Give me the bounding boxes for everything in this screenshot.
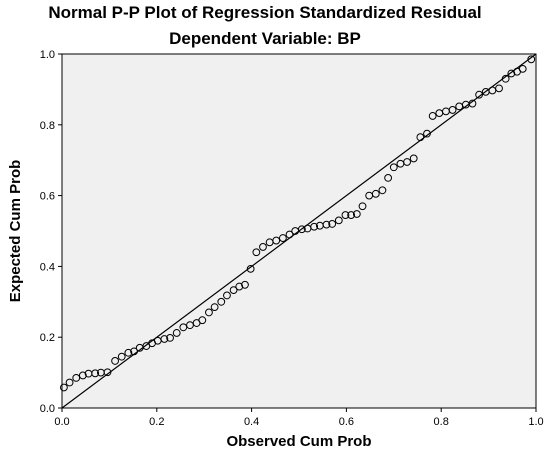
data-point-72 xyxy=(507,69,516,78)
y-tick-label-5: 1.0 xyxy=(40,49,55,61)
x-tick-label-5: 1.0 xyxy=(528,416,543,428)
data-point-2 xyxy=(65,378,74,387)
data-points xyxy=(59,55,536,392)
data-point-18 xyxy=(166,334,174,342)
axis-ticks: 0.0 0.2 0.4 0.6 0.8 1.0 0.0 0.2 0.4 0.6 0.8 1.0 xyxy=(40,49,544,428)
data-point-28 xyxy=(229,286,238,295)
data-point-44 xyxy=(328,220,337,228)
chart-title: Normal P-P Plot of Regression Standardiz… xyxy=(48,3,481,22)
data-point-66 xyxy=(468,99,477,108)
y-tick-label-3: 0.6 xyxy=(40,191,55,203)
data-point-1 xyxy=(59,383,68,392)
data-point-51 xyxy=(371,189,380,198)
data-point-54 xyxy=(389,163,398,172)
x-tick-label-0: 0.0 xyxy=(54,416,69,428)
data-point-43 xyxy=(322,220,331,229)
data-point-59 xyxy=(423,129,431,138)
x-tick-label-3: 0.6 xyxy=(339,416,354,428)
data-point-57 xyxy=(409,154,418,163)
data-point-41 xyxy=(310,222,319,231)
data-point-67 xyxy=(475,90,484,99)
data-point-30 xyxy=(241,280,249,289)
data-point-25 xyxy=(210,303,219,312)
data-point-10 xyxy=(117,352,126,361)
data-point-36 xyxy=(278,234,287,242)
data-point-19 xyxy=(172,329,181,337)
data-point-27 xyxy=(223,291,231,300)
data-point-49 xyxy=(358,202,367,211)
data-point-70 xyxy=(495,84,503,93)
data-point-23 xyxy=(198,316,207,325)
x-tick-label-2: 0.4 xyxy=(244,416,259,428)
data-point-6 xyxy=(91,369,100,378)
data-point-37 xyxy=(285,230,294,239)
data-point-45 xyxy=(334,216,343,225)
data-point-74 xyxy=(518,64,527,73)
data-point-33 xyxy=(259,243,267,251)
x-tick-label-1: 0.2 xyxy=(149,416,164,428)
data-point-35 xyxy=(272,236,281,245)
y-tick-label-1: 0.2 xyxy=(40,332,55,344)
y-tick-label-4: 0.8 xyxy=(40,120,55,132)
data-point-31 xyxy=(246,264,255,273)
x-axis-label: Observed Cum Prob xyxy=(226,433,371,450)
data-point-8 xyxy=(103,368,112,377)
data-point-4 xyxy=(78,371,87,380)
data-point-32 xyxy=(252,248,261,257)
data-point-29 xyxy=(235,282,244,291)
data-point-3 xyxy=(72,374,81,382)
data-point-58 xyxy=(416,133,425,142)
y-tick-label-2: 0.4 xyxy=(40,261,55,273)
data-point-24 xyxy=(205,308,213,317)
data-point-52 xyxy=(378,186,387,195)
data-point-17 xyxy=(160,335,169,343)
data-point-48 xyxy=(352,210,361,218)
data-point-39 xyxy=(297,225,306,234)
y-tick-label-0: 0.0 xyxy=(40,403,55,415)
data-point-46 xyxy=(341,211,350,219)
data-point-56 xyxy=(403,158,411,166)
data-point-71 xyxy=(501,74,510,83)
data-point-63 xyxy=(448,106,457,114)
data-point-75 xyxy=(527,55,536,64)
data-point-26 xyxy=(217,297,226,306)
y-axis-label: Expected Cum Prob xyxy=(7,160,24,303)
data-point-9 xyxy=(111,357,119,365)
data-point-53 xyxy=(384,174,393,182)
data-point-47 xyxy=(347,211,356,219)
data-point-11 xyxy=(124,348,133,357)
x-tick-label-4: 0.8 xyxy=(434,416,449,428)
data-point-12 xyxy=(130,347,138,356)
data-point-60 xyxy=(428,112,437,120)
chart-subtitle: Dependent Variable: BP xyxy=(169,29,361,48)
